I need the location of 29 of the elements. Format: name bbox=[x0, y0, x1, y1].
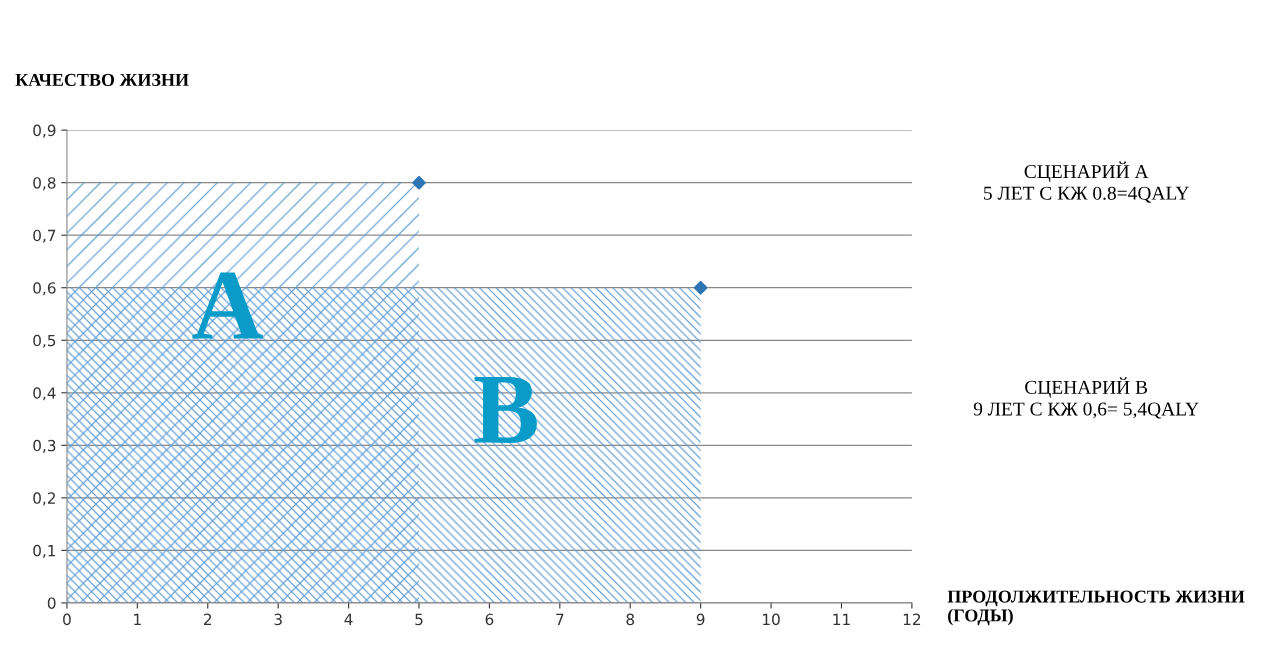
x-tick-label: 2 bbox=[204, 613, 212, 625]
y-tick-label: 0,5 bbox=[33, 334, 56, 348]
x-tick-label: 11 bbox=[833, 613, 850, 625]
y-tick-label: 0 bbox=[47, 597, 56, 609]
y-tick-label: 0,1 bbox=[33, 544, 56, 558]
y-axis-title: КАЧЕСТВО ЖИЗНИ bbox=[15, 73, 189, 86]
x-tick-label: 9 bbox=[696, 613, 705, 626]
x-tick-label: 8 bbox=[626, 613, 635, 626]
x-tick-label: 1 bbox=[134, 613, 141, 625]
x-tick-label: 4 bbox=[344, 613, 353, 625]
y-tick-label: 0,7 bbox=[33, 229, 56, 243]
x-tick-label: 0 bbox=[63, 613, 71, 626]
y-tick-label: 0,9 bbox=[33, 124, 56, 138]
x-tick-label: 5 bbox=[415, 613, 423, 626]
x-tick-label: 6 bbox=[485, 613, 494, 626]
x-tick-label: 12 bbox=[903, 613, 921, 625]
x-tick-label: 7 bbox=[556, 613, 564, 625]
x-tick-label: 10 bbox=[763, 613, 780, 626]
text: СЦЕНАРИЙ В 9 ЛЕТ С КЖ 0,6= 5,4QALY bbox=[973, 377, 1199, 419]
y-tick-label: 0,4 bbox=[33, 387, 56, 401]
x-axis-title: ПРОДОЛЖИТЕЛЬНОСТЬ ЖИЗНИ (ГОДЫ) bbox=[947, 590, 1245, 626]
y-tick-label: 0,3 bbox=[33, 439, 56, 453]
text: СЦЕНАРИЙ А 5 ЛЕТ С КЖ 0.8=4QALY bbox=[984, 161, 1189, 203]
annotation: A bbox=[192, 272, 263, 339]
x-tick-label: 3 bbox=[274, 613, 282, 626]
annotation: B bbox=[474, 377, 537, 443]
y-tick-label: 0,8 bbox=[33, 177, 56, 191]
y-tick-label: 0,6 bbox=[33, 282, 56, 296]
y-tick-label: 0,2 bbox=[33, 492, 55, 506]
